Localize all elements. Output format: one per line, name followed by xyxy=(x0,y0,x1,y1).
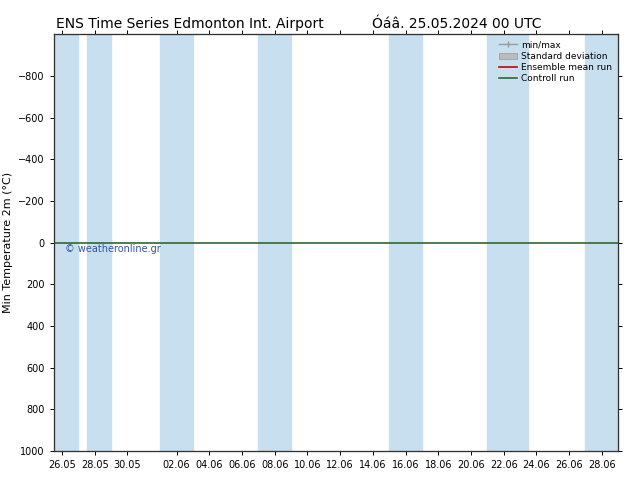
Text: ENS Time Series Edmonton Int. Airport: ENS Time Series Edmonton Int. Airport xyxy=(56,17,324,31)
Y-axis label: Min Temperature 2m (°C): Min Temperature 2m (°C) xyxy=(3,172,13,313)
Text: © weatheronline.gr: © weatheronline.gr xyxy=(65,244,161,254)
Bar xyxy=(258,34,291,451)
Bar xyxy=(488,34,528,451)
Legend: min/max, Standard deviation, Ensemble mean run, Controll run: min/max, Standard deviation, Ensemble me… xyxy=(497,39,614,85)
Bar xyxy=(585,34,618,451)
Text: Óáâ. 25.05.2024 00 UTC: Óáâ. 25.05.2024 00 UTC xyxy=(372,17,541,31)
Bar xyxy=(160,34,193,451)
Bar xyxy=(87,34,111,451)
Bar xyxy=(389,34,422,451)
Bar xyxy=(54,34,79,451)
